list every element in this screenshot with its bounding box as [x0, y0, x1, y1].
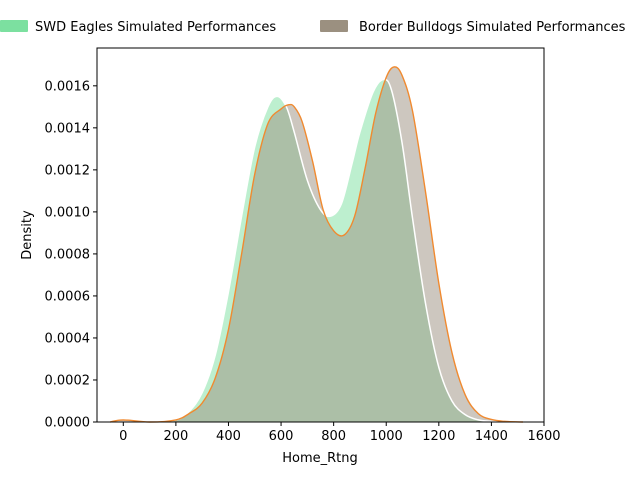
x-axis-label: Home_Rtng: [282, 451, 358, 466]
plot-area: [107, 66, 523, 423]
y-tick-label: 0.0002: [45, 373, 91, 388]
legend: SWD Eagles Simulated Performances Border…: [0, 20, 626, 35]
x-tick-label: 1000: [370, 429, 403, 444]
y-tick-label: 0.0010: [45, 205, 91, 220]
density-line-border-bulldogs: [110, 66, 523, 423]
legend-swatch-swd-eagles: [0, 20, 28, 32]
x-tick-label: 0: [119, 429, 127, 444]
density-line-swd-eagles: [107, 78, 505, 423]
x-tick-label: 1600: [527, 429, 560, 444]
y-axis: 0.0000 0.0002 0.0004 0.0006 0.0008 0.0010 0.00…: [45, 79, 97, 431]
x-tick-label: 400: [216, 429, 241, 444]
y-tick-label: 0.0004: [45, 331, 91, 346]
x-tick-label: 800: [321, 429, 346, 444]
y-tick-label: 0.0016: [45, 79, 91, 94]
x-axis: 0 200 400 600 800 1000 1200 1400 1600: [119, 422, 561, 444]
legend-label-swd-eagles: SWD Eagles Simulated Performances: [35, 20, 276, 35]
y-tick-label: 0.0006: [45, 289, 91, 304]
y-tick-label: 0.0014: [45, 121, 91, 136]
x-tick-label: 600: [269, 429, 294, 444]
legend-swatch-border-bulldogs: [320, 20, 348, 32]
density-area-border-bulldogs: [110, 66, 523, 423]
legend-label-border-bulldogs: Border Bulldogs Simulated Performances: [359, 20, 626, 35]
x-tick-label: 1400: [475, 429, 508, 444]
legend-item-border-bulldogs: Border Bulldogs Simulated Performances: [320, 20, 626, 35]
y-tick-label: 0.0008: [45, 247, 91, 262]
axes-frame: [96, 47, 545, 423]
y-tick-label: 0.0012: [45, 163, 91, 178]
legend-item-swd-eagles: SWD Eagles Simulated Performances: [0, 20, 276, 35]
x-tick-label: 200: [163, 429, 188, 444]
y-tick-label: 0.0000: [45, 416, 91, 431]
y-axis-label: Density: [20, 210, 35, 260]
x-tick-label: 1200: [422, 429, 455, 444]
